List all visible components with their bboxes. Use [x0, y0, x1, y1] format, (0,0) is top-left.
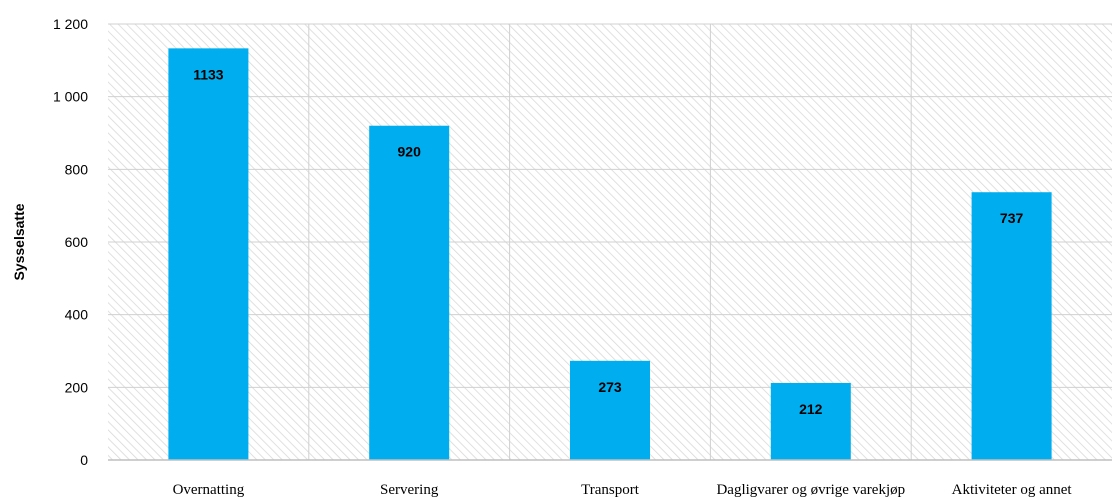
y-tick-label: 400: [65, 307, 89, 323]
data-label: 212: [799, 401, 823, 417]
x-tick-label: Dagligvarer og øvrige varekjøp: [716, 482, 905, 498]
y-tick-label: 1 000: [53, 89, 88, 105]
y-axis-ticks: 0 200 400 600 800 1 000 1 200: [53, 16, 88, 468]
bar: [570, 360, 650, 460]
bar: [971, 192, 1052, 460]
data-label: 737: [1000, 210, 1024, 226]
x-axis-labels: Overnatting Servering Transport Dagligvarer…: [173, 482, 1073, 498]
y-tick-label: 1 200: [53, 16, 88, 32]
y-tick-label: 0: [80, 452, 88, 468]
bar: [770, 382, 851, 460]
x-tick-label: Overnatting: [173, 482, 245, 498]
y-tick-label: 800: [65, 161, 89, 177]
data-label: 920: [398, 144, 422, 160]
y-tick-label: 600: [65, 234, 89, 250]
grid-lines: [108, 23, 1112, 460]
bars: 1133 920 273 212 737: [168, 48, 1052, 461]
x-tick-label: Aktiviteter og annet: [952, 482, 1073, 498]
data-label: 1133: [193, 66, 224, 82]
bar: [369, 125, 450, 460]
y-axis-title: Sysselsatte: [11, 203, 27, 280]
x-tick-label: Servering: [380, 482, 439, 498]
data-label: 273: [598, 379, 622, 395]
x-tick-label: Transport: [581, 482, 640, 498]
y-tick-label: 200: [65, 379, 89, 395]
bar: [168, 48, 249, 461]
